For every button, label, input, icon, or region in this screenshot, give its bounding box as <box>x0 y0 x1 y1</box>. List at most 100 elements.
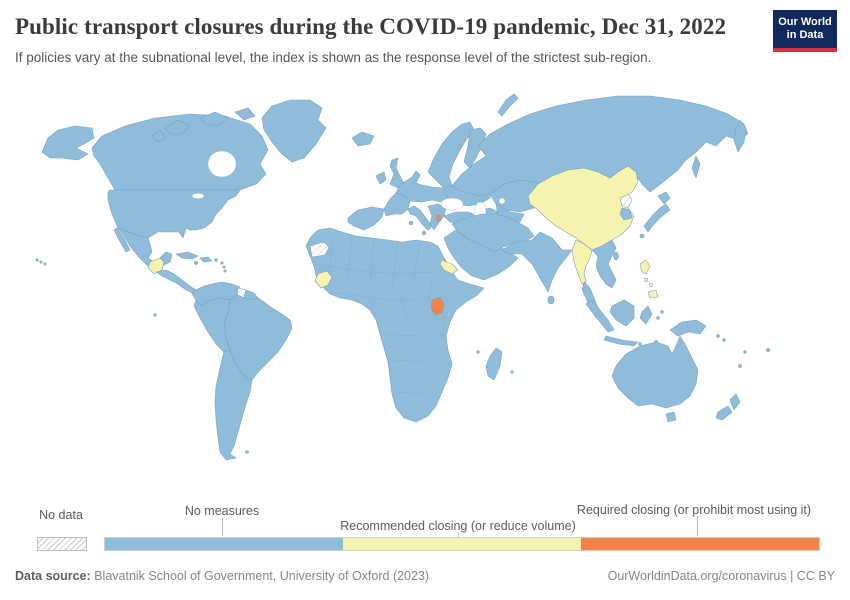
country-guatemala[interactable] <box>147 257 165 275</box>
country-jamaica[interactable] <box>194 261 198 265</box>
owid-logo-line1: Our World <box>778 16 832 28</box>
data-source-text: Blavatnik School of Government, Universi… <box>90 569 430 583</box>
arctic-island-4[interactable] <box>151 129 167 143</box>
lesser-sunda-1[interactable] <box>638 342 642 346</box>
africa-internal-borders <box>313 237 446 395</box>
lesser-antilles-2[interactable] <box>222 265 226 269</box>
country-nz-north[interactable] <box>729 393 741 411</box>
country-nz-south[interactable] <box>715 405 733 421</box>
solomon-1[interactable] <box>716 334 720 338</box>
legend-color-bar <box>104 537 820 551</box>
country-south-korea[interactable] <box>619 207 633 221</box>
country-india[interactable] <box>501 231 573 293</box>
country-madagascar[interactable] <box>485 347 503 381</box>
hudson-bay <box>207 150 237 178</box>
map-legend: No data No measures Recommended closing … <box>0 498 850 554</box>
country-africa-mainland[interactable] <box>305 227 485 423</box>
kamchatka[interactable] <box>733 119 747 153</box>
legend-segment-recommended[interactable] <box>343 538 581 550</box>
solomon-2[interactable] <box>722 338 726 342</box>
country-usa[interactable] <box>107 189 241 239</box>
legend-no-data-label: No data <box>39 508 83 522</box>
hawaii-1[interactable] <box>35 258 39 262</box>
country-china[interactable] <box>527 165 639 251</box>
baja-california[interactable] <box>113 227 131 253</box>
world-map <box>0 85 850 497</box>
country-philippines-luzon[interactable] <box>639 259 651 275</box>
country-ireland[interactable] <box>375 171 387 185</box>
country-italy[interactable] <box>407 205 433 231</box>
moluccas-2[interactable] <box>660 310 664 314</box>
country-guinea[interactable] <box>314 270 333 289</box>
novaya-zemlya[interactable] <box>497 93 519 117</box>
country-finland[interactable] <box>463 127 487 169</box>
hawaii-2[interactable] <box>39 260 43 264</box>
galapagos[interactable] <box>153 313 157 317</box>
country-lebanon[interactable] <box>435 214 442 222</box>
arctic-island-3[interactable] <box>234 107 256 121</box>
country-japan-hokkaido[interactable] <box>657 191 671 205</box>
owid-logo-line2: in Data <box>786 29 824 41</box>
country-sulawesi[interactable] <box>639 305 653 325</box>
country-alaska[interactable] <box>41 125 95 161</box>
legend-no-data-swatch[interactable] <box>37 537 87 551</box>
country-north-korea[interactable] <box>619 193 633 209</box>
country-eritrea[interactable] <box>439 259 459 275</box>
country-western-sahara[interactable] <box>309 241 330 258</box>
new-caledonia[interactable] <box>738 364 742 368</box>
comoros[interactable] <box>476 350 480 354</box>
country-myanmar[interactable] <box>571 239 593 285</box>
philippines-visayas-1[interactable] <box>643 277 649 283</box>
country-taiwan[interactable] <box>613 251 619 261</box>
country-argentina-chile[interactable] <box>214 349 253 461</box>
country-sumatra[interactable] <box>585 299 615 333</box>
vanuatu[interactable] <box>743 350 747 354</box>
country-java[interactable] <box>603 335 639 347</box>
mauritius[interactable] <box>510 370 514 374</box>
country-indochina[interactable] <box>591 239 617 289</box>
falkland-islands[interactable] <box>245 450 249 454</box>
legend-bin-label-recommended: Recommended closing (or reduce volume) <box>340 519 576 533</box>
country-iceland[interactable] <box>351 131 375 147</box>
owid-link[interactable]: OurWorldinData.org/coronavirus | CC BY <box>607 569 835 583</box>
country-australia[interactable] <box>611 335 699 409</box>
country-central-europe[interactable] <box>395 170 453 203</box>
country-puerto-rico[interactable] <box>214 258 218 262</box>
black-sea <box>440 197 464 211</box>
legend-bin-label-required: Required closing (or prohibit most using… <box>576 503 812 517</box>
country-borneo[interactable] <box>609 299 635 327</box>
legend-tick-required <box>697 516 698 536</box>
country-france[interactable] <box>383 192 411 217</box>
country-uganda[interactable] <box>430 296 445 316</box>
legend-segment-required[interactable] <box>581 538 819 550</box>
philippines-visayas-2[interactable] <box>649 283 653 287</box>
page-title: Public transport closures during the COV… <box>15 14 727 39</box>
hawaii-3[interactable] <box>43 262 47 266</box>
country-hispaniola[interactable] <box>199 256 213 263</box>
country-spain-portugal[interactable] <box>347 206 385 231</box>
country-cuba[interactable] <box>175 251 199 260</box>
country-japan-honshu[interactable] <box>643 203 671 233</box>
legend-segment-no-measures[interactable] <box>105 538 343 550</box>
tasmania[interactable] <box>665 411 677 423</box>
country-central-america[interactable] <box>155 269 197 295</box>
lesser-antilles-1[interactable] <box>220 261 224 265</box>
great-lakes <box>191 193 205 199</box>
fiji[interactable] <box>766 348 770 352</box>
country-sri-lanka[interactable] <box>547 295 555 305</box>
owid-logo[interactable]: Our World in Data <box>773 10 837 52</box>
country-peru-andes[interactable] <box>193 297 231 353</box>
data-source-label: Data source: <box>15 569 91 583</box>
country-philippines-mindanao[interactable] <box>647 289 659 299</box>
arctic-island-1[interactable] <box>164 119 191 135</box>
country-greenland[interactable] <box>261 99 327 163</box>
sardinia[interactable] <box>408 220 414 226</box>
data-source-note: Data source: Blavatnik School of Governm… <box>15 569 429 583</box>
country-japan-kyushu[interactable] <box>639 233 645 239</box>
moluccas-1[interactable] <box>656 316 660 320</box>
sicily[interactable] <box>421 230 427 236</box>
lesser-antilles-3[interactable] <box>223 269 227 273</box>
sakhalin[interactable] <box>691 155 701 179</box>
arctic-island-2[interactable] <box>199 111 229 127</box>
